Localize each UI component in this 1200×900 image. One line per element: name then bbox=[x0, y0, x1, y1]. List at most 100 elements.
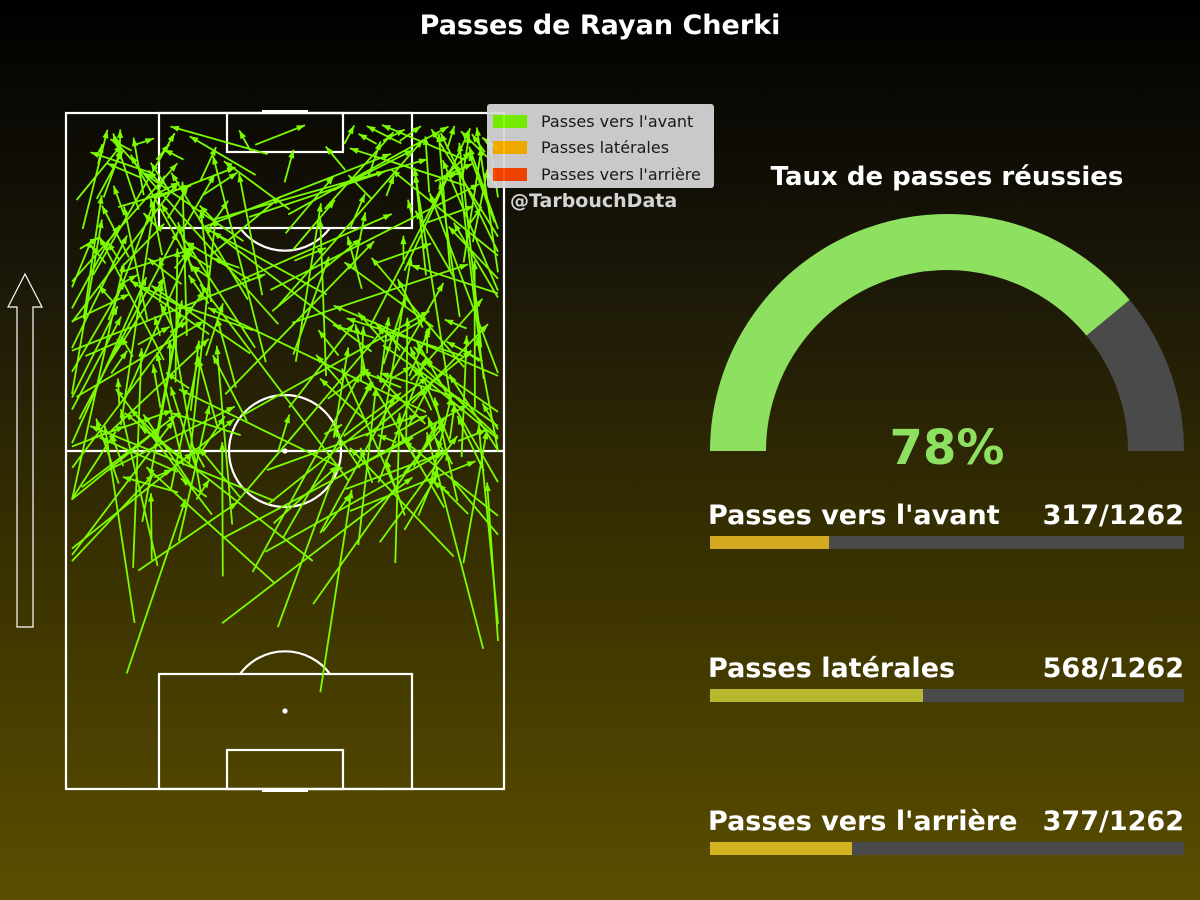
pass-arrow-head bbox=[119, 350, 128, 360]
pass-arrow-line bbox=[248, 170, 386, 218]
pass-arrow-head bbox=[425, 432, 432, 442]
legend-label: Passes vers l'arrière bbox=[541, 164, 701, 184]
pass-arrow-line bbox=[292, 199, 336, 251]
pass-arrow-head bbox=[466, 461, 476, 468]
pass-arrow-head bbox=[119, 409, 126, 419]
pass-arrow-line bbox=[212, 354, 248, 422]
pass-arrow-head bbox=[122, 476, 132, 483]
pass-arrow-line bbox=[202, 152, 392, 229]
pass-arrow-line bbox=[71, 418, 236, 550]
pass-arrow-head bbox=[151, 364, 158, 374]
pass-arrow-head bbox=[96, 418, 102, 428]
pass-arrow-line bbox=[159, 257, 202, 492]
pass-arrow-head bbox=[101, 205, 109, 215]
pass-arrow-head bbox=[361, 371, 371, 378]
pass-arrow-line bbox=[439, 132, 499, 253]
pass-arrow-line bbox=[456, 415, 485, 472]
pass-arrow-head bbox=[445, 451, 452, 461]
pass-arrow-line bbox=[216, 317, 237, 388]
pass-arrow-head bbox=[462, 151, 471, 160]
pass-arrow-line bbox=[188, 217, 217, 465]
pass-arrow-line bbox=[380, 282, 445, 390]
pass-arrow-line bbox=[120, 247, 195, 274]
pass-arrow-head bbox=[170, 386, 177, 396]
pass-arrow-head bbox=[148, 170, 157, 179]
pass-arrow-head bbox=[333, 424, 343, 432]
penalty-area-bottom bbox=[157, 672, 414, 791]
pass-arrow-head bbox=[146, 467, 155, 476]
pass-arrow-head bbox=[225, 406, 235, 414]
pass-arrow-line bbox=[154, 166, 236, 200]
pass-arrow-head bbox=[448, 226, 457, 235]
pass-arrow-line bbox=[403, 128, 472, 272]
pass-arrow-line bbox=[123, 412, 314, 562]
pass-arrow-line bbox=[209, 195, 282, 257]
pass-arrow-line bbox=[251, 373, 361, 573]
pass-arrow-head bbox=[420, 357, 427, 366]
pass-arrow-head bbox=[212, 155, 219, 165]
pass-arrow-head bbox=[149, 198, 156, 208]
pass-arrow-head bbox=[145, 474, 154, 483]
pass-arrow-head bbox=[316, 203, 323, 213]
pass-arrow-line bbox=[171, 412, 241, 436]
pass-arrow-head bbox=[171, 231, 178, 241]
pass-arrow-line bbox=[107, 276, 166, 365]
pass-arrow-head bbox=[360, 212, 367, 222]
pass-arrow-head bbox=[114, 316, 122, 326]
pass-arrow-head bbox=[411, 264, 420, 271]
pass-arrow-head bbox=[382, 214, 392, 221]
gauge-value: 78% bbox=[889, 420, 1005, 476]
pass-arrow-head bbox=[156, 223, 165, 232]
pass-arrow-head bbox=[318, 330, 327, 339]
pass-arrow-head bbox=[196, 290, 205, 300]
legend: Passes vers l'avant Passes latérales Pas… bbox=[487, 104, 714, 188]
pass-arrow-head bbox=[112, 133, 119, 143]
pass-arrow-head bbox=[138, 348, 145, 357]
pass-arrow-head bbox=[157, 277, 165, 287]
pass-arrow-head bbox=[208, 307, 218, 315]
pass-arrow-head bbox=[90, 245, 99, 254]
pass-arrow-line bbox=[71, 293, 130, 323]
pass-arrow-head bbox=[329, 465, 338, 474]
watermark: @TarbouchData bbox=[510, 190, 678, 212]
pass-arrow-line bbox=[91, 409, 173, 440]
pass-arrow-head bbox=[406, 199, 413, 209]
pass-arrow-head bbox=[161, 144, 170, 153]
pass-arrow-line bbox=[472, 169, 489, 243]
pass-arrow-head bbox=[317, 218, 324, 228]
pass-arrow-line bbox=[411, 323, 489, 404]
pass-arrow-line bbox=[132, 348, 143, 568]
pass-arrow-line bbox=[284, 175, 335, 234]
pass-arrow-line bbox=[71, 305, 119, 398]
pass-arrow-head bbox=[484, 482, 491, 492]
pass-arrow-head bbox=[449, 436, 458, 445]
pass-arrow-head bbox=[397, 279, 405, 289]
pass-arrow-head bbox=[143, 414, 151, 424]
pass-arrow-head bbox=[151, 285, 161, 293]
pass-arrow-head bbox=[350, 447, 359, 457]
pass-arrow-head bbox=[130, 408, 139, 417]
pass-arrow-head bbox=[400, 235, 407, 245]
pass-arrow-head bbox=[346, 236, 353, 246]
pass-arrow-head bbox=[216, 317, 223, 327]
gauge-fill bbox=[710, 214, 1130, 452]
pass-arrow-line bbox=[71, 419, 175, 556]
pass-arrow-head bbox=[371, 257, 380, 267]
pass-arrow-head bbox=[188, 275, 196, 284]
pass-arrow-head bbox=[116, 151, 123, 160]
pass-arrow-head bbox=[163, 410, 173, 417]
pass-arrow-head bbox=[404, 149, 413, 157]
pass-arrow-line bbox=[215, 345, 234, 525]
pass-arrow-line bbox=[199, 209, 212, 302]
pass-arrow-line bbox=[288, 323, 355, 408]
pass-arrow-head bbox=[170, 125, 180, 132]
pass-arrow-line bbox=[71, 473, 155, 562]
pass-arrow-head bbox=[477, 147, 484, 157]
pass-arrow-head bbox=[153, 316, 160, 326]
pass-arrow-head bbox=[479, 324, 488, 333]
pass-arrow-line bbox=[417, 467, 439, 517]
pass-arrow-line bbox=[125, 498, 187, 674]
pass-arrow-head bbox=[418, 415, 427, 423]
pass-arrow-head bbox=[371, 387, 379, 397]
stat-count: 377/1262 bbox=[1042, 806, 1184, 837]
